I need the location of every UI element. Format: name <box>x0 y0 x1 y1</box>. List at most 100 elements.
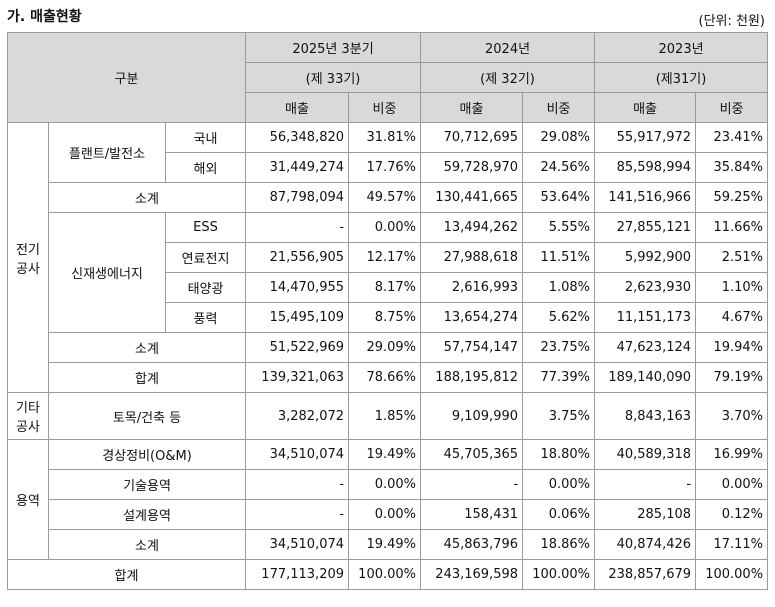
period-year: 2025년 3분기 <box>245 32 422 63</box>
cell-value: 8.75% <box>348 302 422 333</box>
cell-value: 243,169,598 <box>420 559 524 590</box>
table-row: 풍력 15,495,109 8.75% 13,654,274 5.62% 11,151,1… <box>8 302 769 333</box>
subgroup-label: 소계 <box>47 332 247 363</box>
cell-value: 34,510,074 <box>245 529 350 560</box>
sales-table: 구분 2025년 3분기 2024년 2023년 (제 33기) (제 32기) (제31기… <box>6 32 769 590</box>
cell-value: 3.75% <box>522 392 596 440</box>
period-term: (제 33기) <box>245 62 422 93</box>
cell-value: 40,874,426 <box>594 529 697 560</box>
cell-value: - <box>420 469 524 500</box>
section-label: 기타 공사 <box>7 392 49 440</box>
cell-value: 47,623,124 <box>594 332 697 363</box>
cell-value: 77.39% <box>522 362 596 393</box>
period-term: (제 32기) <box>420 62 596 93</box>
cell-value: 100.00% <box>348 559 422 590</box>
cell-value: 17.76% <box>348 152 422 183</box>
cell-value: 45,863,796 <box>420 529 524 560</box>
cell-value: 3,282,072 <box>245 392 350 440</box>
cell-value: 45,705,365 <box>420 439 524 470</box>
period-year: 2024년 <box>420 32 596 63</box>
cell-value: 21,556,905 <box>245 242 350 273</box>
section-label: 전기 공사 <box>7 122 49 393</box>
metric-header: 매출 <box>245 92 350 123</box>
col-header: 구분 <box>6 32 247 123</box>
metric-header: 매출 <box>420 92 524 123</box>
cell-value: 11.66% <box>695 212 769 243</box>
cell-value: 85,598,994 <box>594 152 697 183</box>
cell-value: 0.00% <box>348 212 422 243</box>
metric-header: 비중 <box>348 92 422 123</box>
total-label: 합계 <box>6 559 247 590</box>
cell-value: 24.56% <box>522 152 596 183</box>
item-label: 풍력 <box>164 302 247 333</box>
item-label: 해외 <box>164 152 247 183</box>
cell-value: 55,917,972 <box>594 122 697 153</box>
cell-value: - <box>245 212 350 243</box>
cell-value: 17.11% <box>695 529 769 560</box>
cell-value: 35.84% <box>695 152 769 183</box>
cell-value: - <box>245 469 350 500</box>
table-row: 소계 87,798,094 49.57% 130,441,665 53.64% 141,5… <box>8 182 769 213</box>
cell-value: 78.66% <box>348 362 422 393</box>
cell-value: 31.81% <box>348 122 422 153</box>
cell-value: 23.75% <box>522 332 596 363</box>
cell-value: 14,470,955 <box>245 272 350 303</box>
cell-value: 0.00% <box>695 469 769 500</box>
header-row: 매출 비중 매출 비중 매출 비중 <box>8 92 769 123</box>
subgroup-label: 소계 <box>47 182 247 213</box>
cell-value: 87,798,094 <box>245 182 350 213</box>
cell-value: 0.00% <box>348 499 422 530</box>
item-label: 국내 <box>164 122 247 153</box>
header-row: 구분 2025년 3분기 2024년 2023년 <box>6 32 769 123</box>
unit: (단위: 천원) <box>698 14 766 29</box>
subgroup-label: 플랜트/발전소 <box>48 122 166 183</box>
cell-value: 11.51% <box>522 242 596 273</box>
item-label: 태양광 <box>164 272 247 303</box>
cell-value: 56,348,820 <box>245 122 350 153</box>
cell-value: 12.17% <box>348 242 422 273</box>
cell-value: 0.00% <box>348 469 422 500</box>
cell-value: 3.70% <box>695 392 769 440</box>
cell-value: 9,109,990 <box>420 392 524 440</box>
cell-value: 2,623,930 <box>594 272 697 303</box>
cell-value: 8,843,163 <box>594 392 697 440</box>
cell-value: 0.00% <box>522 469 596 500</box>
table-row: 설계용역 -0.00% 158,431 0.06% 285,108 0.12% <box>8 499 769 530</box>
cell-value: 23.41% <box>695 122 769 153</box>
cell-value: 2,616,993 <box>420 272 524 303</box>
subgroup-label: 경상정비(O&M) <box>47 439 247 470</box>
cell-value: 49.57% <box>348 182 422 213</box>
cell-value: 57,754,147 <box>420 332 524 363</box>
table-row: 소계 51,522,969 29.09% 57,754,147 23.75% 47,623… <box>8 332 769 363</box>
cell-value: 29.09% <box>348 332 422 363</box>
cell-value: 1.10% <box>695 272 769 303</box>
cell-value: 13,494,262 <box>420 212 524 243</box>
table-row: 신재생에너지 ESS -0.00% 13,494,262 5.55% 27,855,121… <box>8 212 769 333</box>
subgroup-label: 설계용역 <box>47 499 247 530</box>
cell-value: 8.17% <box>348 272 422 303</box>
cell-value: 4.67% <box>695 302 769 333</box>
item-label: ESS <box>164 212 247 243</box>
cell-value: 100.00% <box>522 559 596 590</box>
cell-value: 238,857,679 <box>594 559 697 590</box>
cell-value: 141,516,966 <box>594 182 697 213</box>
subgroup-label: 소계 <box>47 529 247 560</box>
period-year: 2023년 <box>594 32 769 63</box>
section-label: 용역 <box>7 439 49 560</box>
cell-value: 139,321,063 <box>245 362 350 393</box>
cell-value: 130,441,665 <box>420 182 524 213</box>
cell-value: 15,495,109 <box>245 302 350 333</box>
table-row: 용역 경상정비(O&M) 34,510,074 19.49% 45,705,365 18.… <box>7 439 769 560</box>
table-row: 연료전지 21,556,905 12.17% 27,988,618 11.51% 5,99… <box>8 242 769 273</box>
cell-value: 1.08% <box>522 272 596 303</box>
cell-value: 285,108 <box>594 499 697 530</box>
table-row: 소계 34,510,074 19.49% 45,863,796 18.86% 40,874… <box>8 529 769 560</box>
cell-value: 70,712,695 <box>420 122 524 153</box>
cell-value: 18.86% <box>522 529 596 560</box>
metric-header: 비중 <box>695 92 769 123</box>
subgroup-label: 합계 <box>47 362 247 393</box>
table-row: 전기 공사 플랜트/발전소 국내 56,348,820 31.81% 70,712,695… <box>7 122 769 393</box>
table-row: 기타 공사 토목/건축 등 3,282,072 1.85% 9,109,990 3.75%… <box>7 392 769 440</box>
cell-value: 79.19% <box>695 362 769 393</box>
